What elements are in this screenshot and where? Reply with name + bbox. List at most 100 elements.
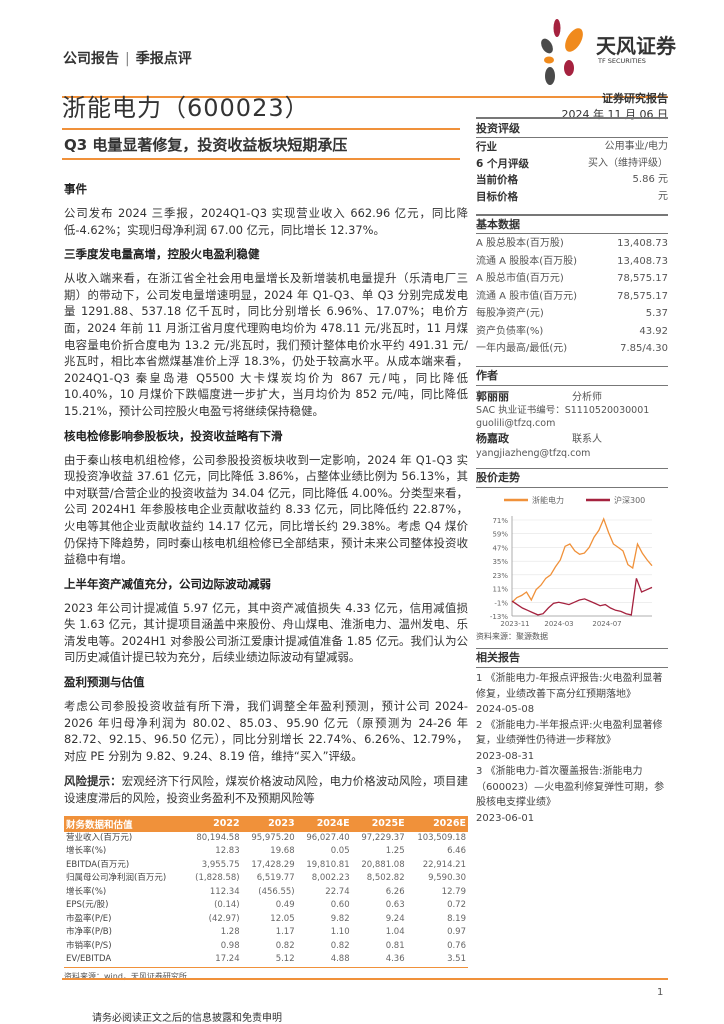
rating-label: 6 个月评级 xyxy=(476,157,529,170)
basic-data-panel: 基本数据 A 股总股本(百万股) 13,408.73 流通 A 股股本(百万股) 13… xyxy=(476,214,668,358)
report-title[interactable]: 《浙能电力-首次覆盖报告:浙能电力（600023）—火电盈利修复弹性可期，参股核… xyxy=(476,766,665,808)
col-header: 2023 xyxy=(241,815,297,832)
table-cell: 8.19 xyxy=(447,913,466,924)
page-title: 浙能电力（600023） xyxy=(62,94,310,122)
rating-value: 买入（维持评级） xyxy=(588,157,668,169)
y-tick-label: 71% xyxy=(492,517,508,525)
table-cell: 0.98 xyxy=(220,940,240,951)
basic-data-label: 每股净资产(元) xyxy=(476,308,544,319)
table-cell: 0.49 xyxy=(275,900,295,911)
chart-source: 资料来源：聚源数据 xyxy=(476,632,548,641)
logo-flower-icon xyxy=(541,19,583,85)
table-row: EV/EBITDA 17.24 5.12 4.88 4.36 3.51 xyxy=(64,953,468,968)
table-cell: 0.05 xyxy=(330,846,350,857)
author-name: 杨嘉政 xyxy=(476,432,509,445)
table-cell: 20,881.08 xyxy=(361,859,405,870)
table-cell: 6.26 xyxy=(385,886,405,897)
rating-row: 行业 公用事业/电力 xyxy=(476,139,668,156)
section-body: 公司发布 2024 三季报，2024Q1-Q3 实现营业收入 662.96 亿元… xyxy=(64,206,468,237)
section-heading: 上半年资产减值充分，公司边际波动减弱 xyxy=(64,576,271,591)
price-chart-panel: 股价走势 浙能电力 沪深300 71% 59% 47% 35% 23% 11% -1% -13% 2… xyxy=(476,468,668,642)
report-title[interactable]: 《浙能电力-半年报点评:火电盈利显著修复，业绩弹性仍待进一步释放》 xyxy=(476,719,663,747)
company-logo: 天风证券 TF SECURITIES xyxy=(540,18,680,90)
rating-label: 当前价格 xyxy=(476,174,518,187)
basic-data-label: 流通 A 股股本(百万股) xyxy=(476,255,578,267)
basic-data-value: 13,408.73 xyxy=(617,238,668,249)
basic-data-row: 流通 A 股市值(百万元) 78,575.17 xyxy=(476,288,668,306)
report-date: 2024-05-08 xyxy=(476,704,535,715)
basic-data-label: A 股总股本(百万股) xyxy=(476,238,564,249)
table-cell: 103,509.18 xyxy=(417,832,466,843)
basic-data-value: 13,408.73 xyxy=(617,255,668,267)
table-header-row: 财务数据和估值 2022 2023 2024E 2025E 2026E xyxy=(64,815,468,832)
table-cell: 1.17 xyxy=(275,927,295,938)
table-cell: 0.81 xyxy=(385,940,405,951)
row-label: EPS(元/股) xyxy=(66,900,109,911)
y-tick-label: -13% xyxy=(490,613,508,621)
table-cell: 0.82 xyxy=(330,940,350,951)
related-report-item[interactable]: 1 《浙能电力-年报点评报告:火电盈利显著修复，业绩改善下高分红预期落地》 202… xyxy=(476,671,672,718)
table-cell: 9.82 xyxy=(330,913,350,924)
table-cell: 3,955.75 xyxy=(201,859,240,870)
table-cell: (456.55) xyxy=(258,886,295,897)
related-report-item[interactable]: 3 《浙能电力-首次覆盖报告:浙能电力（600023）—火电盈利修复弹性可期，参… xyxy=(476,764,672,826)
y-tick-label: 35% xyxy=(492,558,508,566)
table-row: EPS(元/股) (0.14) 0.49 0.60 0.63 0.72 xyxy=(64,899,468,913)
author-email[interactable]: yangjiazheng@tfzq.com xyxy=(476,448,591,459)
rating-heading: 投资评级 xyxy=(476,120,668,138)
row-label: EV/EBITDA xyxy=(64,953,186,968)
rating-value: 公用事业/电力 xyxy=(604,141,668,152)
table-cell: 19.68 xyxy=(270,846,295,857)
basic-data-label: A 股总市值(百万元) xyxy=(476,273,564,284)
col-header: 2024E xyxy=(296,815,352,832)
section-heading: 三季度发电量高增，控股火电盈利稳健 xyxy=(64,247,260,262)
table-cell: 0.60 xyxy=(330,900,350,911)
rating-row: 当前价格 5.86 元 xyxy=(476,172,668,189)
x-tick-label: 2024-07 xyxy=(592,620,621,628)
table-cell: 97,229.37 xyxy=(361,832,405,843)
author-name: 郭丽丽 xyxy=(476,390,509,403)
table-cell: 6.46 xyxy=(447,846,466,857)
y-tick-label: 47% xyxy=(492,544,508,552)
main-body: 事件 公司发布 2024 三季报，2024Q1-Q3 实现营业收入 662.96… xyxy=(64,182,468,982)
y-tick-label: 23% xyxy=(492,572,508,580)
table-source: 资料来源：wind，天风证券研究所 xyxy=(64,971,187,981)
basic-data-value: 43.92 xyxy=(639,325,668,337)
table-row: EBITDA(百万元) 3,955.75 17,428.29 19,810.81 20,… xyxy=(64,859,468,873)
section-heading: 核电检修影响参股板块，投资收益略有下滑 xyxy=(64,428,283,443)
table-cell: 1.25 xyxy=(385,846,405,857)
logo-text: 天风证券 xyxy=(596,34,676,58)
x-tick-label: 2023-11 xyxy=(500,620,529,628)
basic-data-row: A 股总市值(百万元) 78,575.17 xyxy=(476,270,668,288)
series-line-hs300 xyxy=(511,578,653,616)
row-label: 归属母公司净利润(百万元) xyxy=(66,873,167,884)
table-cell: (42.97) xyxy=(208,913,240,924)
row-label: 营业收入(百万元) xyxy=(66,832,133,843)
report-subtype: 季报点评 xyxy=(135,51,192,67)
financial-table: 财务数据和估值 2022 2023 2024E 2025E 2026E 营业收入… xyxy=(64,815,468,968)
table-cell: 3.51 xyxy=(406,953,468,968)
table-row: 市净率(P/B) 1.28 1.17 1.10 1.04 0.97 xyxy=(64,926,468,940)
table-cell: 80,194.58 xyxy=(196,832,240,843)
table-cell: 4.36 xyxy=(351,953,407,968)
separator: | xyxy=(125,51,130,67)
table-cell: 22,914.21 xyxy=(422,859,466,870)
table-cell: 0.97 xyxy=(447,927,466,938)
table-cell: 12.83 xyxy=(215,846,240,857)
related-reports: 1 《浙能电力-年报点评报告:火电盈利显著修复，业绩改善下高分红预期落地》 202… xyxy=(476,671,672,826)
section-body: 由于秦山核电机组检修，公司参股投资板块收到一定影响，2024 年 Q1-Q3 实… xyxy=(64,452,468,567)
report-type-label: 公司报告 xyxy=(63,51,119,67)
doc-label: 证券研究报告 xyxy=(602,92,668,105)
footer-disclaimer: 请务必阅读正文之后的信息披露和免责申明 xyxy=(92,1013,282,1024)
table-cell: 6,519.77 xyxy=(256,873,295,884)
report-title[interactable]: 《浙能电力-年报点评报告:火电盈利显著修复，业绩改善下高分红预期落地》 xyxy=(476,673,663,700)
table-row: 市盈率(P/E) (42.97) 12.05 9.82 9.24 8.19 xyxy=(64,913,468,927)
author-email[interactable]: guolili@tfzq.com xyxy=(476,418,556,429)
related-report-item[interactable]: 2 《浙能电力-半年报点评:火电盈利显著修复，业绩弹性仍待进一步释放》 2023-… xyxy=(476,718,672,765)
section-heading: 事件 xyxy=(64,182,87,196)
table-cell: 8,502.82 xyxy=(366,873,405,884)
table-cell: 1.04 xyxy=(385,927,405,938)
basic-data-row: 资产负债率(%) 43.92 xyxy=(476,323,668,341)
legend-label: 浙能电力 xyxy=(532,495,564,505)
author-role: 联系人 xyxy=(572,434,602,445)
